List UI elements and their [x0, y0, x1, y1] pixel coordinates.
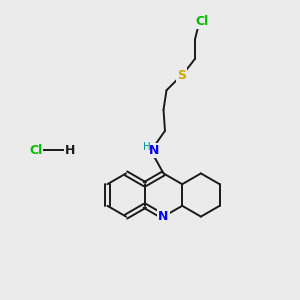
Text: Cl: Cl [196, 15, 209, 28]
Text: N: N [158, 210, 169, 223]
Text: H: H [65, 143, 76, 157]
Text: N: N [149, 144, 160, 157]
Text: Cl: Cl [29, 143, 43, 157]
Text: H: H [142, 142, 150, 152]
Text: S: S [177, 69, 186, 82]
